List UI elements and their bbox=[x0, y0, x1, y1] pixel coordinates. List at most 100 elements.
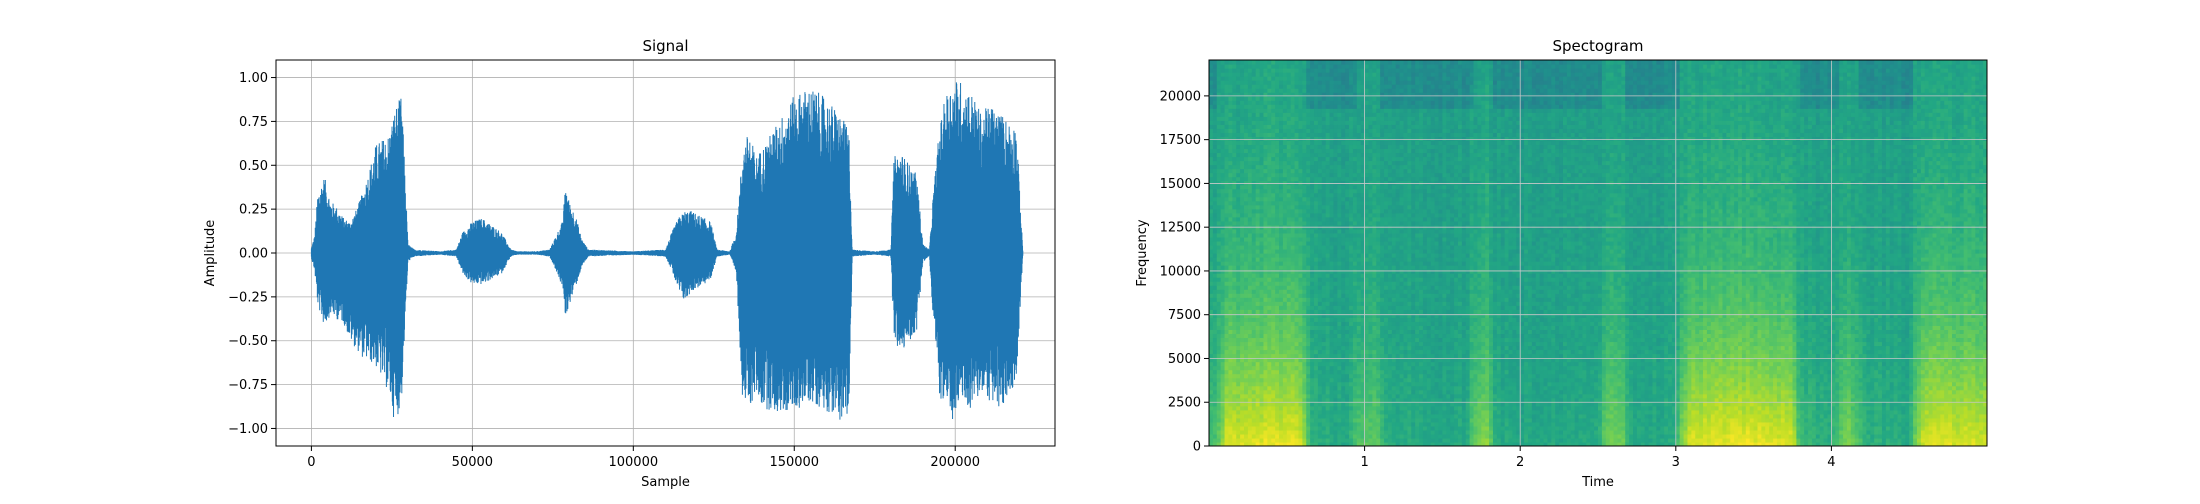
spectrogram-cell bbox=[1275, 161, 1279, 166]
spectrogram-cell bbox=[1376, 233, 1380, 238]
spectrogram-cell bbox=[1225, 148, 1229, 153]
spectrogram-cell bbox=[1252, 261, 1256, 266]
spectrogram-cell bbox=[1314, 261, 1318, 266]
spectrogram-cell bbox=[1225, 406, 1229, 411]
spectrogram-cell bbox=[1252, 333, 1256, 338]
spectrogram-cell bbox=[1326, 281, 1330, 286]
spectrogram-cell bbox=[1333, 152, 1337, 157]
spectrogram-cell bbox=[1287, 217, 1291, 222]
spectrogram-cell bbox=[1349, 213, 1353, 218]
spectrogram-cell bbox=[1353, 80, 1357, 85]
spectrogram-cell bbox=[1217, 148, 1221, 153]
spectrogram-cell bbox=[1225, 128, 1229, 133]
spectrogram-cell bbox=[1275, 221, 1279, 226]
spectrogram-cell bbox=[1372, 201, 1376, 206]
spectrogram-cell bbox=[1349, 60, 1353, 65]
spectrogram-cell bbox=[1349, 374, 1353, 379]
spectrogram-cell bbox=[1388, 201, 1392, 206]
spectrogram-cell bbox=[1365, 398, 1369, 403]
spectrogram-cell bbox=[1384, 128, 1388, 133]
spectrogram-cell bbox=[1345, 285, 1349, 290]
spectrogram-cell bbox=[1240, 209, 1244, 214]
spectrogram-cell bbox=[1392, 152, 1396, 157]
spectrogram-cell bbox=[1287, 237, 1291, 242]
spectrogram-cell bbox=[1213, 305, 1217, 310]
spectrogram-cell bbox=[1256, 386, 1260, 391]
spectrogram-cell bbox=[1213, 301, 1217, 306]
spectrogram-cell bbox=[1248, 229, 1252, 234]
spectrogram-cell bbox=[1368, 386, 1372, 391]
spectrogram-cell bbox=[1209, 197, 1213, 202]
spectrogram-cell bbox=[1287, 321, 1291, 326]
spectrogram-cell bbox=[1209, 414, 1213, 419]
spectrogram-cell bbox=[1392, 261, 1396, 266]
spectrogram-cell bbox=[1333, 410, 1337, 415]
spectrogram-cell bbox=[1306, 140, 1310, 145]
spectrogram-cell bbox=[1275, 88, 1279, 93]
spectrogram-cell bbox=[1236, 148, 1240, 153]
spectrogram-cell bbox=[1330, 148, 1334, 153]
spectrogram-cell bbox=[1236, 217, 1240, 222]
spectrogram-cell bbox=[1213, 76, 1217, 81]
spectrogram-cell bbox=[1353, 136, 1357, 141]
spectrogram-cell bbox=[1318, 88, 1322, 93]
spectrogram-cell bbox=[1295, 378, 1299, 383]
spectrogram-cell bbox=[1228, 277, 1232, 282]
spectrogram-cell bbox=[1318, 209, 1322, 214]
spectrogram-cell bbox=[1213, 333, 1217, 338]
spectrogram-cell bbox=[1228, 237, 1232, 242]
spectrogram-cell bbox=[1345, 362, 1349, 367]
spectrogram-cell bbox=[1345, 289, 1349, 294]
spectrogram-cell bbox=[1365, 237, 1369, 242]
spectrogram-cell bbox=[1372, 434, 1376, 439]
spectrogram-cell bbox=[1228, 112, 1232, 117]
spectrogram-cell bbox=[1209, 60, 1213, 65]
spectrogram-cell bbox=[1345, 213, 1349, 218]
spectrogram-cell bbox=[1236, 205, 1240, 210]
spectrogram-cell bbox=[1302, 201, 1306, 206]
spectrogram-cell bbox=[1244, 229, 1248, 234]
spectrogram-cell bbox=[1310, 321, 1314, 326]
spectrogram-cell bbox=[1283, 209, 1287, 214]
spectrogram-cell bbox=[1217, 209, 1221, 214]
spectrogram-cell bbox=[1221, 124, 1225, 129]
spectrogram-cell bbox=[1326, 161, 1330, 166]
spectrogram-cell bbox=[1337, 201, 1341, 206]
spectrogram-cell bbox=[1407, 422, 1411, 427]
spectrogram-cell bbox=[1326, 189, 1330, 194]
spectrogram-cell bbox=[1407, 273, 1411, 278]
spectrogram-cell bbox=[1384, 321, 1388, 326]
spectrogram-cell bbox=[1333, 265, 1337, 270]
spectrogram-cell bbox=[1314, 205, 1318, 210]
spectrogram-cell bbox=[1244, 434, 1248, 439]
spectrogram-cell bbox=[1287, 378, 1291, 383]
spectrogram-cell bbox=[1256, 422, 1260, 427]
spectrogram-cell bbox=[1244, 68, 1248, 73]
spectrogram-cell bbox=[1400, 257, 1404, 262]
spectrogram-cell bbox=[1345, 341, 1349, 346]
spectrogram-cell bbox=[1291, 289, 1295, 294]
spectrogram-cell bbox=[1388, 410, 1392, 415]
spectrogram-cell bbox=[1295, 233, 1299, 238]
spectrogram-cell bbox=[1232, 301, 1236, 306]
spectrogram-cell bbox=[1368, 406, 1372, 411]
spectrogram-cell bbox=[1213, 128, 1217, 133]
spectrogram-cell bbox=[1384, 96, 1388, 101]
spectrogram-cell bbox=[1244, 205, 1248, 210]
spectrogram-cell bbox=[1248, 285, 1252, 290]
spectrogram-cell bbox=[1228, 265, 1232, 270]
spectrogram-cell bbox=[1252, 378, 1256, 383]
spectrogram-cell bbox=[1283, 140, 1287, 145]
spectrogram-cell bbox=[1283, 148, 1287, 153]
spectrogram-cell bbox=[1368, 173, 1372, 178]
spectrogram-cell bbox=[1318, 72, 1322, 77]
spectrogram-cell bbox=[1217, 116, 1221, 121]
spectrogram-cell bbox=[1345, 269, 1349, 274]
spectrogram-cell bbox=[1225, 378, 1229, 383]
spectrogram-cell bbox=[1256, 261, 1260, 266]
spectrogram-cell bbox=[1392, 366, 1396, 371]
spectrogram-cell bbox=[1357, 157, 1361, 162]
spectrogram-cell bbox=[1396, 289, 1400, 294]
spectrogram-cell bbox=[1236, 382, 1240, 387]
spectrogram-cell bbox=[1384, 229, 1388, 234]
